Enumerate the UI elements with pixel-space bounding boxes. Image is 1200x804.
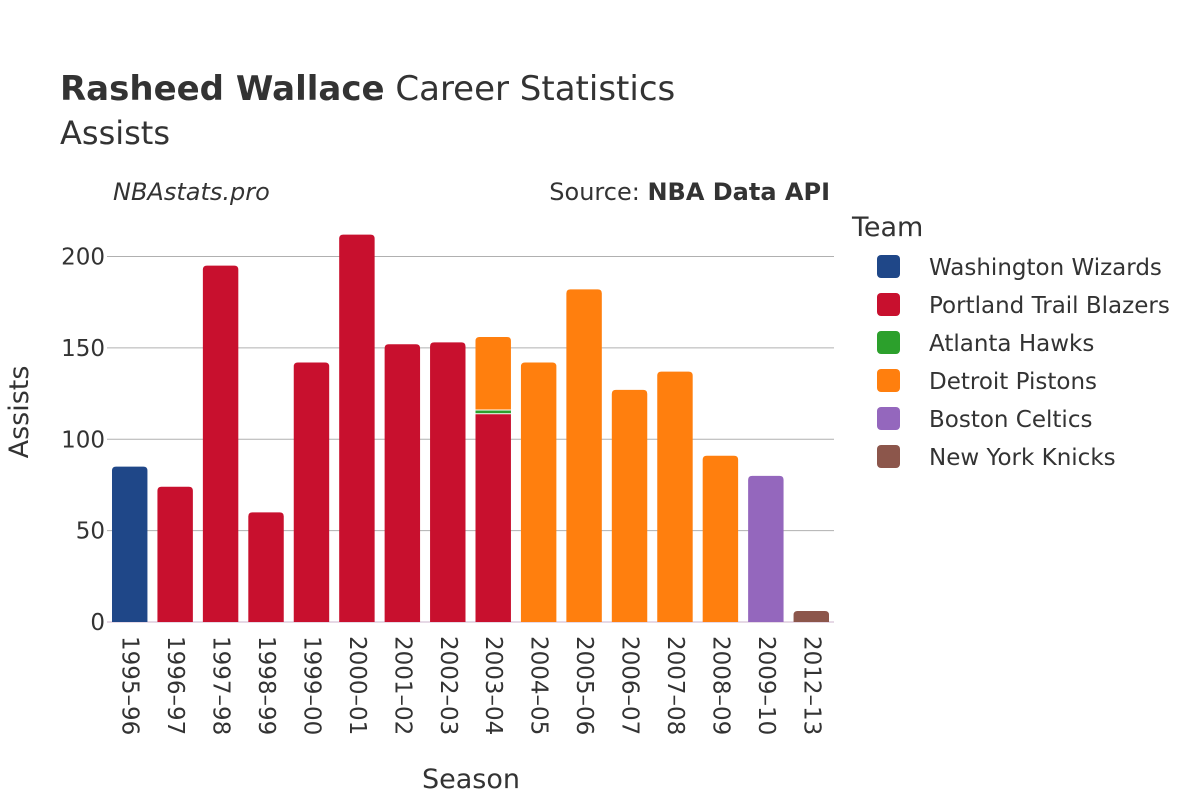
bar-segment [475, 336, 511, 411]
bar-segment [566, 289, 602, 622]
legend: Washington Wizards Portland Trail Blazers… [877, 255, 1170, 471]
x-tick-label: 2006–07 [617, 636, 643, 735]
source-credit: Source: NBA Data API [549, 178, 830, 206]
x-axis-title: Season [422, 764, 520, 795]
x-tick-label: 2008–09 [707, 636, 733, 735]
bar-segment [111, 466, 148, 622]
bar-segment [430, 342, 466, 622]
y-axis-ticks: 0 50 100 150 200 [61, 245, 105, 636]
x-tick-label: 2005–06 [571, 636, 597, 735]
bar-segment [475, 413, 511, 622]
legend-title: Team [851, 212, 923, 243]
legend-label: Boston Celtics [929, 407, 1092, 433]
y-tick-label: 150 [61, 336, 105, 362]
x-tick-label: 2012–13 [798, 636, 824, 735]
bar-segment [475, 410, 511, 414]
legend-swatch [877, 445, 900, 468]
y-tick-label: 100 [61, 427, 105, 453]
chart-subtitle: Assists [60, 114, 170, 152]
source-prefix: Source: [549, 178, 647, 206]
legend-swatch [877, 331, 900, 354]
bar-segment [202, 265, 239, 622]
x-tick-label: 1998–99 [253, 636, 279, 735]
x-tick-label: 1999–00 [298, 636, 324, 735]
x-tick-label: 2003–04 [480, 636, 506, 735]
bar-segment [248, 512, 284, 622]
bar-segment [157, 486, 193, 622]
x-tick-label: 2000–01 [344, 636, 370, 735]
legend-label: New York Knicks [929, 445, 1116, 471]
legend-label: Portland Trail Blazers [929, 293, 1170, 319]
bar-segment [520, 362, 557, 622]
x-tick-label: 2002–03 [435, 636, 461, 735]
legend-swatch [877, 255, 900, 278]
y-tick-label: 50 [76, 519, 105, 545]
x-tick-label: 1995–96 [117, 636, 143, 735]
bar-segment [702, 455, 739, 622]
bar-segment [793, 611, 830, 622]
x-tick-label: 2009–10 [753, 636, 779, 735]
chart-title-rest: Career Statistics [385, 69, 676, 109]
chart-title: Rasheed Wallace Career Statistics [60, 69, 675, 109]
legend-label: Atlanta Hawks [929, 331, 1094, 357]
x-tick-label: 2004–05 [526, 636, 552, 735]
x-tick-label: 2007–08 [662, 636, 688, 735]
y-axis-title: Assists [4, 366, 35, 459]
bar-segment [748, 475, 784, 622]
legend-swatch [877, 369, 900, 392]
bar-segment [339, 234, 375, 623]
watermark: NBAstats.pro [113, 178, 270, 206]
bar-segment [657, 371, 693, 622]
chart-title-player: Rasheed Wallace [60, 69, 385, 109]
legend-label: Washington Wizards [929, 255, 1162, 281]
x-tick-label: 2001–02 [389, 636, 415, 735]
legend-swatch [877, 293, 900, 316]
x-axis-ticks: 1995–96 1996–97 1997–98 1998–99 1999–00 2000–… [117, 636, 825, 735]
y-tick-label: 0 [90, 610, 105, 636]
bar-segment [384, 344, 421, 622]
source-name: NBA Data API [647, 178, 830, 206]
bar-segment [293, 362, 330, 622]
legend-label: Detroit Pistons [929, 369, 1097, 395]
y-tick-label: 200 [61, 245, 105, 271]
x-tick-label: 1996–97 [162, 636, 188, 735]
legend-swatch [877, 407, 900, 430]
x-tick-label: 1997–98 [208, 636, 234, 735]
bar-segment [611, 389, 648, 622]
bars [111, 234, 830, 623]
